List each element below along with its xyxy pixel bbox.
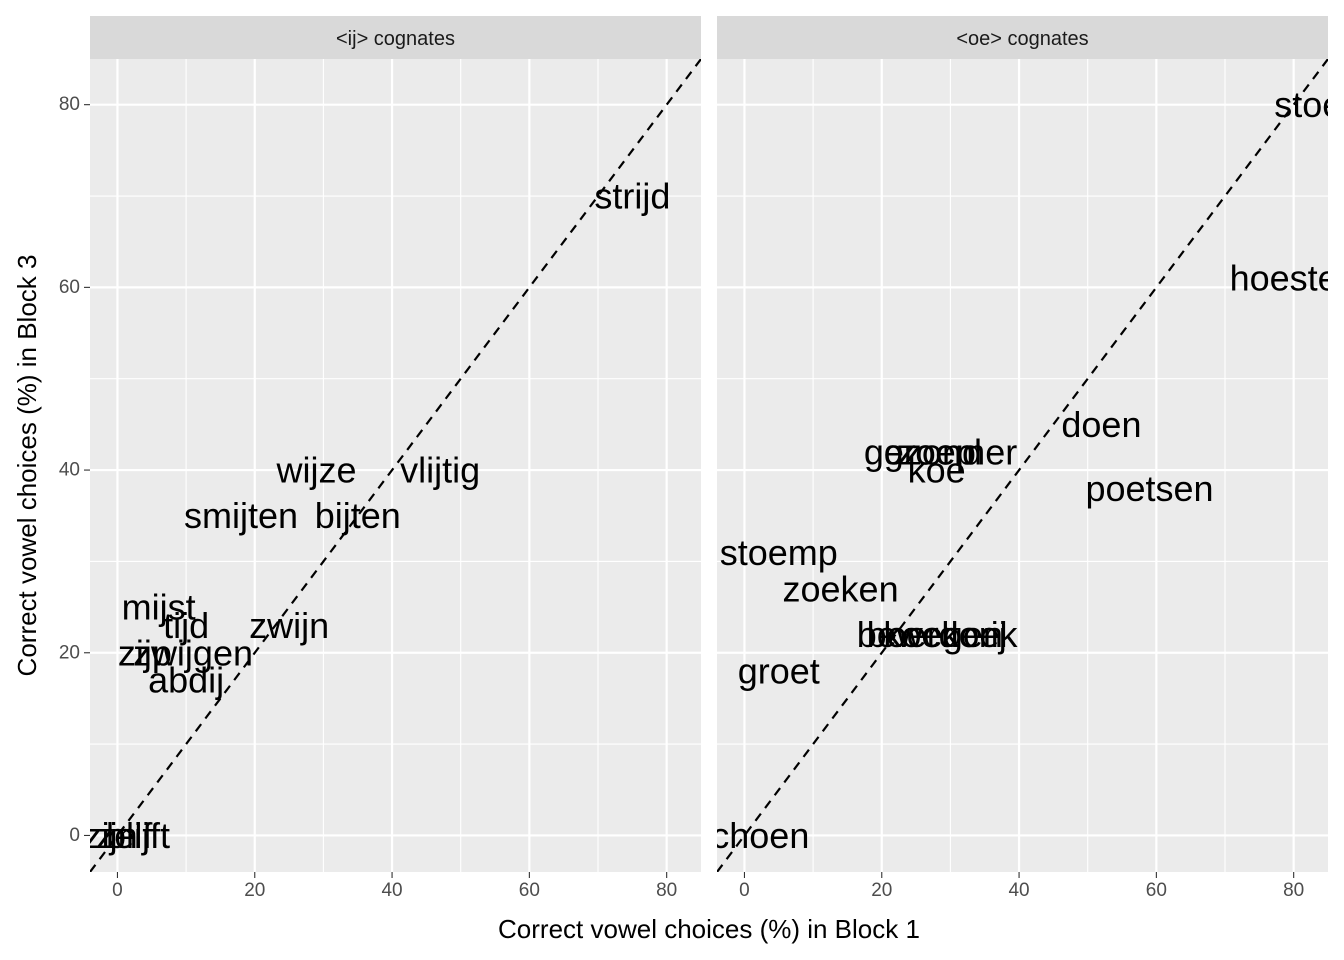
y-axis-title: Correct vowel choices (%) in Block 3 xyxy=(12,255,42,677)
word-label: hoesten xyxy=(1230,258,1344,299)
grid-lines xyxy=(717,59,1328,872)
word-label: gezond xyxy=(864,431,982,472)
y-tick-label: 0 xyxy=(69,825,80,846)
x-tick-label: 0 xyxy=(739,880,750,901)
x-tick-label: 40 xyxy=(381,880,402,901)
x-tick-label: 60 xyxy=(1146,880,1167,901)
word-label: doen xyxy=(1061,404,1141,445)
x-tick-label: 20 xyxy=(871,880,892,901)
word-label: mijst xyxy=(122,587,196,628)
strip-background xyxy=(90,16,701,59)
word-labels: strijd wijze vlijtig smijten bijten mijsttijd… xyxy=(84,176,670,856)
word-label: tijd xyxy=(163,605,209,646)
panel-ij-cognates: <ij> cognates strijd wijze vlijtig smijten b… xyxy=(59,16,701,901)
word-label: bewegen xyxy=(857,614,1003,655)
word-label: zwijn xyxy=(249,605,329,646)
panel-title: <ij> cognates xyxy=(336,28,455,50)
x-axis: 0 20 40 60 80 xyxy=(112,872,677,901)
y-tick-label: 80 xyxy=(59,94,80,115)
panel-oe-cognates: <oe> cognates stoer hoesten doen poetsen gez… xyxy=(693,16,1344,901)
y-tick-label: 20 xyxy=(59,642,80,663)
word-label: stoer xyxy=(1274,84,1344,125)
x-tick-label: 80 xyxy=(1283,880,1304,901)
word-label: zwijgen xyxy=(133,632,253,673)
word-label: koekoek xyxy=(883,614,1018,655)
grid-lines xyxy=(90,59,701,872)
word-label: smijten xyxy=(184,495,298,536)
panel-background xyxy=(90,59,701,872)
x-tick-label: 40 xyxy=(1008,880,1029,901)
word-label: blijft xyxy=(106,815,170,856)
y-tick-label: 60 xyxy=(59,277,80,298)
panel-background xyxy=(717,59,1328,872)
word-label: groep xyxy=(884,431,976,472)
panel-title: <oe> cognates xyxy=(956,28,1088,50)
y-axis: 0 20 40 60 80 xyxy=(59,94,90,846)
word-labels: stoer hoesten doen poetsen gezondgroepzoemer… xyxy=(693,84,1344,856)
word-label: bijten xyxy=(315,495,401,536)
strip-background xyxy=(717,16,1328,59)
word-label: groet xyxy=(738,651,820,692)
word-label: zoeken xyxy=(783,568,899,609)
word-label: zoemer xyxy=(897,431,1017,472)
word-label: stoemp xyxy=(720,532,838,573)
word-label: wijze xyxy=(276,450,357,491)
x-tick-label: 0 xyxy=(112,880,123,901)
word-label: abdij xyxy=(148,660,224,701)
x-tick-label: 20 xyxy=(244,880,265,901)
word-label: vlijtig xyxy=(400,450,480,491)
word-label: strijd xyxy=(594,176,670,217)
y-tick-label: 40 xyxy=(59,460,80,481)
word-label: boerderij xyxy=(867,614,1007,655)
word-label: poetsen xyxy=(1085,468,1213,509)
x-tick-label: 60 xyxy=(519,880,540,901)
x-tick-label: 80 xyxy=(656,880,677,901)
word-label: zijp xyxy=(118,632,172,673)
word-label: zelf xyxy=(96,815,153,856)
word-label: koe xyxy=(908,450,966,491)
word-label: zijn xyxy=(84,815,138,856)
word-label: schoen xyxy=(693,815,809,856)
x-axis: 0 20 40 60 80 xyxy=(739,872,1304,901)
x-axis-title: Correct vowel choices (%) in Block 1 xyxy=(498,914,920,944)
